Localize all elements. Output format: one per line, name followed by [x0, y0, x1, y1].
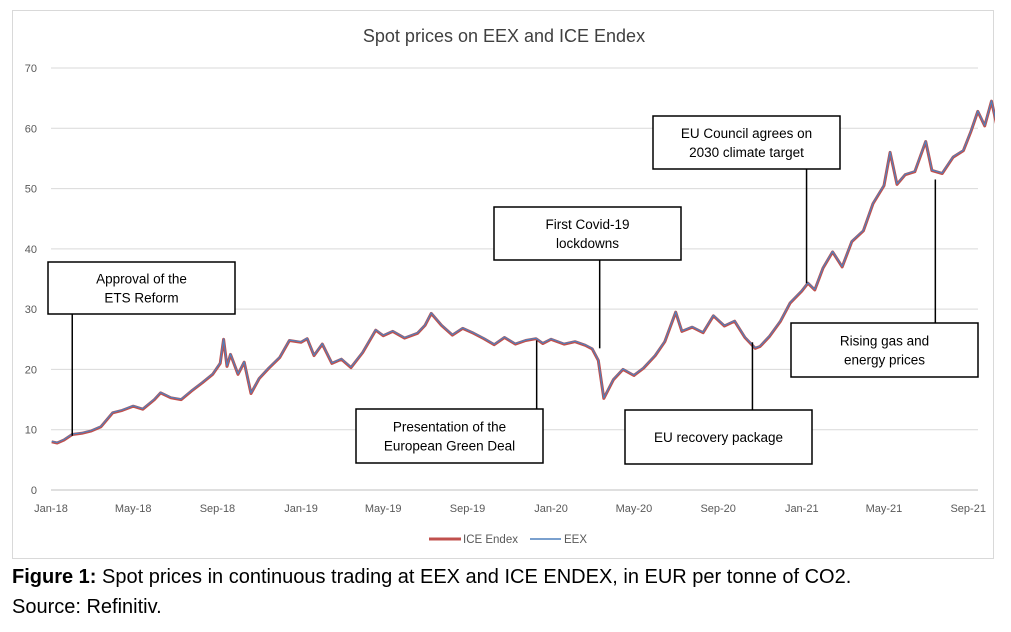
x-tick-label: Jan-20 — [534, 503, 568, 515]
y-tick-label: 30 — [25, 304, 37, 316]
y-tick-label: 10 — [25, 425, 37, 437]
annotation-box — [652, 115, 841, 170]
annotation-label: ETS Reform — [104, 291, 178, 306]
annotation-label: 2030 climate target — [689, 145, 804, 160]
price-chart: Spot prices on EEX and ICE Endex 0 10 20 30 4… — [25, 26, 995, 546]
x-tick-label: May-19 — [365, 503, 402, 515]
legend-label-ice-endex: ICE Endex — [463, 534, 518, 546]
annotation-box — [790, 322, 979, 378]
annotation-label: Approval of the — [96, 272, 187, 287]
y-tick-label: 20 — [25, 364, 37, 376]
figure-label: Figure 1: — [12, 566, 97, 588]
figure-source: Source: Refinitiv. — [12, 596, 162, 618]
annotation-box — [47, 261, 236, 315]
x-tick-label: Sep-18 — [200, 503, 235, 515]
y-tick-label: 70 — [25, 63, 37, 75]
annotation-box — [355, 408, 544, 464]
y-tick-label: 0 — [31, 485, 37, 497]
annotation-label: First Covid-19 — [545, 217, 629, 232]
annotation-label: Presentation of the — [393, 420, 506, 435]
x-tick-label: May-18 — [115, 503, 152, 515]
x-tick-label: Sep-19 — [450, 503, 485, 515]
x-tick-label: May-20 — [616, 503, 653, 515]
annotation-label: EU recovery package — [654, 430, 783, 445]
series-line-eex — [51, 100, 995, 444]
legend-label-eex: EEX — [564, 534, 587, 546]
y-tick-label: 50 — [25, 184, 37, 196]
chart-frame: Spot prices on EEX and ICE Endex 0 10 20 30 4… — [12, 10, 995, 559]
annotation-label: lockdowns — [556, 236, 619, 251]
annotation-box — [493, 206, 682, 261]
y-tick-label: 60 — [25, 123, 37, 135]
annotation-box — [624, 409, 813, 465]
chart-title: Spot prices on EEX and ICE Endex — [363, 26, 645, 46]
figure-caption-text: Spot prices in continuous trading at EEX… — [96, 566, 852, 588]
x-tick-label: Sep-21 — [950, 503, 985, 515]
annotation-label: European Green Deal — [384, 439, 515, 454]
x-tick-label: Sep-20 — [700, 503, 735, 515]
x-tick-label: Jan-18 — [34, 503, 68, 515]
annotation-label: Rising gas and — [840, 334, 929, 349]
annotation-label: EU Council agrees on — [681, 126, 812, 141]
x-tick-label: Jan-21 — [785, 503, 819, 515]
x-tick-label: Jan-19 — [284, 503, 318, 515]
x-tick-label: May-21 — [866, 503, 903, 515]
figure-caption: Figure 1: Spot prices in continuous trad… — [12, 566, 851, 589]
y-tick-label: 40 — [25, 244, 37, 256]
annotation-label: energy prices — [844, 353, 925, 368]
